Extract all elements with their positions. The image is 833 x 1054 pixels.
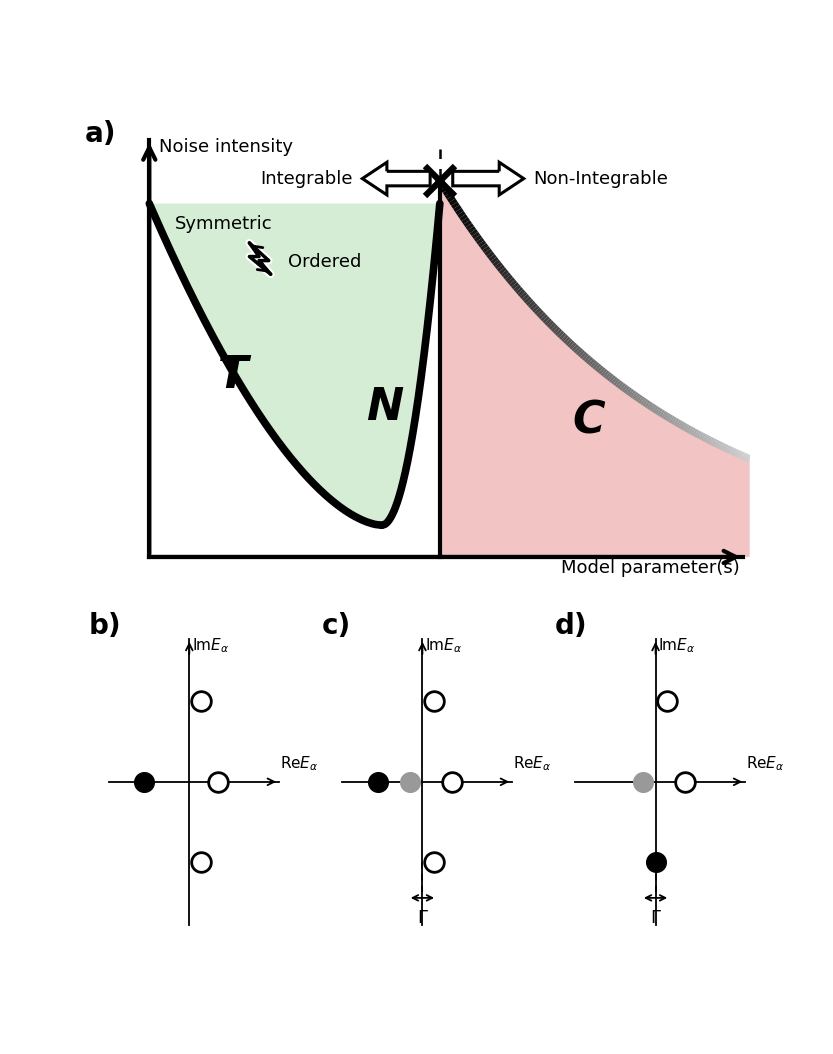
Point	[660, 694, 673, 710]
Text: Noise intensity: Noise intensity	[159, 138, 293, 156]
Text: $\mathrm{Im}E_{\alpha}$: $\mathrm{Im}E_{\alpha}$	[192, 637, 229, 656]
Polygon shape	[440, 181, 750, 557]
Polygon shape	[149, 203, 440, 525]
Text: Symmetric: Symmetric	[175, 215, 272, 233]
Text: d): d)	[555, 612, 587, 640]
Text: $\Gamma$: $\Gamma$	[416, 909, 428, 928]
Text: $\mathrm{Im}E_{\alpha}$: $\mathrm{Im}E_{\alpha}$	[425, 637, 462, 656]
Text: $\mathrm{Im}E_{\alpha}$: $\mathrm{Im}E_{\alpha}$	[658, 637, 696, 656]
Text: $\mathrm{Re}E_{\alpha}$: $\mathrm{Re}E_{\alpha}$	[746, 755, 785, 773]
Point	[137, 774, 151, 790]
Point	[212, 774, 225, 790]
Text: $\mathrm{Re}E_{\alpha}$: $\mathrm{Re}E_{\alpha}$	[280, 755, 318, 773]
Point	[194, 854, 207, 871]
Text: T: T	[218, 354, 248, 397]
Point	[427, 694, 441, 710]
Text: c): c)	[322, 612, 351, 640]
Text: $\Gamma$: $\Gamma$	[650, 909, 661, 928]
Text: C: C	[572, 399, 605, 443]
Point	[636, 774, 650, 790]
Text: b): b)	[88, 612, 121, 640]
Point	[403, 774, 416, 790]
Text: Non-Integrable: Non-Integrable	[533, 170, 668, 188]
Point	[371, 774, 384, 790]
Text: Integrable: Integrable	[260, 170, 352, 188]
Point	[427, 854, 441, 871]
Text: Ordered: Ordered	[288, 253, 362, 272]
Text: N: N	[367, 386, 403, 429]
Text: $\mathrm{Re}E_{\alpha}$: $\mathrm{Re}E_{\alpha}$	[513, 755, 551, 773]
Point	[445, 774, 458, 790]
Point	[678, 774, 691, 790]
Point	[194, 694, 207, 710]
Polygon shape	[453, 162, 524, 195]
Point	[649, 854, 662, 871]
Text: a): a)	[85, 120, 117, 148]
Text: Model parameter(s): Model parameter(s)	[561, 560, 740, 578]
Polygon shape	[362, 162, 430, 195]
